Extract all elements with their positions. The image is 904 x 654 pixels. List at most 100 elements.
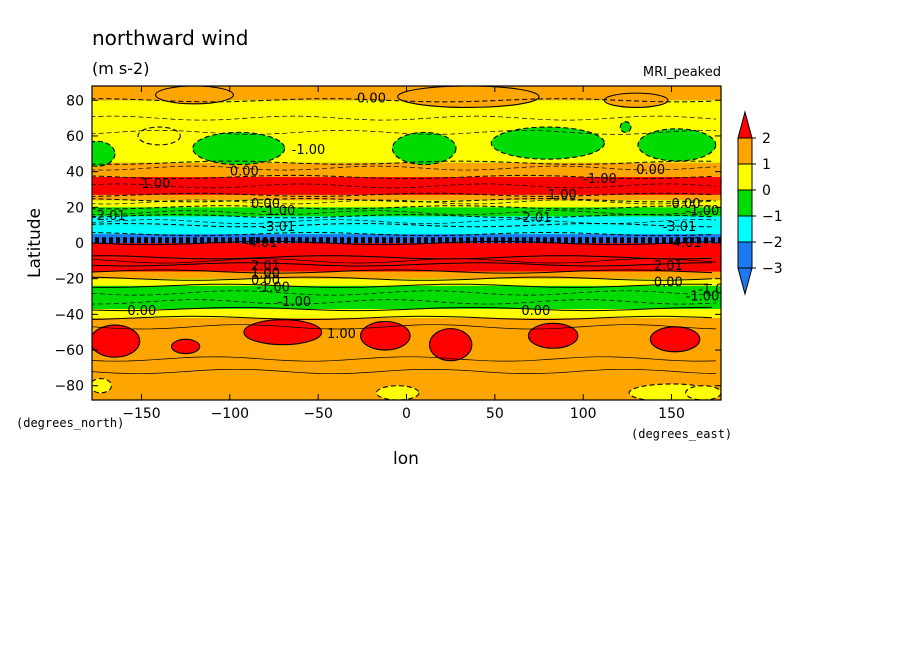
contour-line <box>92 290 717 296</box>
y-tick-label: 60 <box>66 129 84 145</box>
equator-contour-mark <box>158 237 162 244</box>
equator-contour-mark <box>683 237 687 244</box>
contour-label: -1.00 <box>686 290 720 305</box>
equator-contour-mark <box>424 237 428 244</box>
equator-contour-mark <box>634 237 638 244</box>
contour-band <box>92 243 721 258</box>
equator-contour-mark <box>494 237 498 244</box>
equator-contour-mark <box>256 237 260 244</box>
contour-band <box>92 278 721 286</box>
contour-band <box>92 285 721 310</box>
x-tick-label: 50 <box>486 406 504 422</box>
equator-contour-mark <box>263 237 267 244</box>
contour-patches <box>92 86 721 400</box>
contour-band <box>92 216 721 226</box>
contour-label: -1.00 <box>262 204 296 219</box>
equator-contour-mark <box>536 237 540 244</box>
contour-line <box>92 160 713 165</box>
contour-line <box>92 214 713 219</box>
equator-contour-mark <box>326 237 330 244</box>
contour-label: 0.00 <box>636 163 665 178</box>
equator-contour-mark <box>95 237 99 244</box>
contour-label: -1.00 <box>278 295 312 310</box>
contour-line <box>92 198 713 203</box>
x-axis-label: lon <box>393 449 419 469</box>
equator-contour-mark <box>242 237 246 244</box>
contour-line <box>92 174 713 180</box>
contour-patch <box>155 86 234 105</box>
contour-label: 1.00 <box>327 327 356 342</box>
contour-line <box>92 306 712 312</box>
equator-contour-mark <box>228 237 232 244</box>
equator-contour-mark <box>585 237 589 244</box>
y-axis-label: Latitude <box>25 208 45 278</box>
equator-contour-mark <box>627 237 631 244</box>
contour-patch <box>137 126 181 146</box>
contour-patch <box>637 128 717 162</box>
contour-patch <box>243 319 323 346</box>
equator-contour-mark <box>144 237 148 244</box>
contour-band <box>92 162 721 177</box>
contour-label: 2.01 <box>654 259 683 274</box>
contour-label: -2.01 <box>518 211 552 226</box>
contour-band <box>92 309 721 318</box>
chart-subtitle: (m s-2) <box>92 59 149 78</box>
contour-label: 0.00 <box>251 197 280 212</box>
contour-band <box>92 176 721 195</box>
contour-band <box>92 194 721 201</box>
y-units-label: (degrees_north) <box>16 416 124 430</box>
contour-label: 1.00 <box>141 177 170 192</box>
equator-contour-mark <box>690 237 694 244</box>
equator-contour-mark <box>655 237 659 244</box>
x-tick-label: −100 <box>211 406 249 422</box>
chart-title: northward wind <box>92 26 248 50</box>
y-tick-label: 80 <box>66 93 84 109</box>
plot-area: 0.00-1.000.000.00 -1.001.001.000.00-1.00 0… <box>92 86 721 400</box>
equator-contour-mark <box>193 237 197 244</box>
contour-patch <box>490 126 605 160</box>
colorbar: 2 1 0 −1 −2 −3 <box>737 110 783 296</box>
equator-contour-mark <box>347 237 351 244</box>
equator-contour-mark <box>368 237 372 244</box>
contour-line <box>92 315 713 320</box>
colorbar-tick-label: −1 <box>762 209 783 225</box>
y-tick-label: −40 <box>54 307 84 323</box>
equator-contour-mark <box>235 237 239 244</box>
equator-contour-mark <box>361 237 365 244</box>
equator-contour-mark <box>305 237 309 244</box>
x-tick-label: 100 <box>570 406 597 422</box>
equator-contour-mark <box>179 237 183 244</box>
colorbar-extend-top <box>737 110 753 139</box>
contour-band <box>92 271 721 279</box>
equator-contour-mark <box>221 237 225 244</box>
colorbar-tick-label: 0 <box>762 183 771 199</box>
x-tick-label: −50 <box>303 406 333 422</box>
contour-band <box>92 225 721 235</box>
colorbar-segment <box>737 137 753 165</box>
contour-patch <box>375 385 420 400</box>
equator-contour-mark <box>431 237 435 244</box>
equator-contour-mark <box>270 237 274 244</box>
contour-line <box>92 165 717 171</box>
y-tick-label: −20 <box>54 272 84 288</box>
equator-contour-mark <box>312 237 316 244</box>
equator-contour-mark <box>599 237 603 244</box>
colorbar-segment <box>737 189 753 217</box>
equator-contour-mark <box>473 237 477 244</box>
contour-label: 0.00 <box>672 197 701 212</box>
contour-labels: 0.00-1.000.000.00 -1.001.001.000.00-1.00 0… <box>92 91 721 342</box>
equator-contour-mark <box>487 237 491 244</box>
equator-contour-mark <box>592 237 596 244</box>
contour-line <box>92 192 713 197</box>
contour-line <box>92 276 713 281</box>
contour-line <box>92 205 713 210</box>
contour-line <box>92 368 717 375</box>
contour-patch <box>685 385 721 400</box>
x-tick-label: −150 <box>122 406 160 422</box>
contour-patch <box>170 338 201 355</box>
contour-line <box>92 324 717 330</box>
contour-label: 0.00 <box>521 304 550 319</box>
contour-line <box>92 199 717 205</box>
equator-contour-mark <box>102 237 106 244</box>
contour-line <box>92 115 717 121</box>
